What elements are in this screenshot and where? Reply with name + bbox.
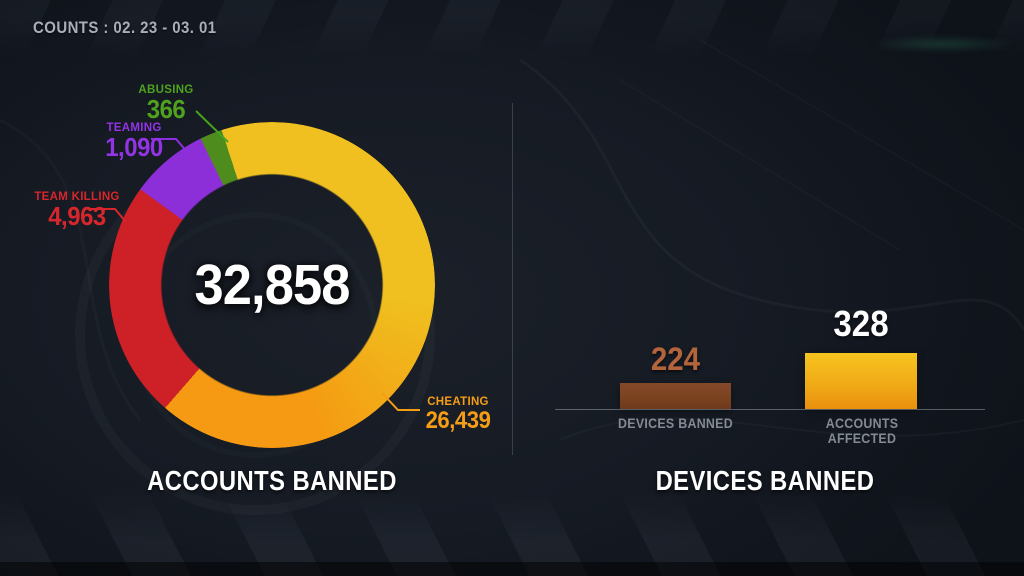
accounts-affected-bar — [805, 353, 917, 409]
abusing-label: ABUSING — [138, 84, 194, 96]
green-glow-accent — [868, 36, 1018, 52]
cheating-label: CHEATING — [427, 396, 489, 408]
devices-banned-bar — [620, 383, 731, 409]
bottom-edge-shadow — [0, 562, 1024, 576]
hazard-stripes-bottom — [0, 488, 1024, 576]
accounts-banned-title: ACCOUNTS BANNED — [147, 465, 397, 496]
devices-banned-title: DEVICES BANNED — [655, 465, 875, 496]
date-range-label: COUNTS : 02. 23 - 03. 01 — [33, 18, 217, 37]
accounts-banned-donut-chart — [109, 122, 435, 448]
teaming-label: TEAMING — [106, 122, 162, 134]
panel-divider — [512, 103, 513, 455]
donut-total-value: 32,858 — [194, 253, 351, 317]
callout-cheating: CHEATING 26,439 — [417, 396, 499, 433]
team-killing-label: TEAM KILLING — [34, 191, 120, 203]
bar-chart-baseline — [555, 409, 985, 410]
callout-teaming: TEAMING 1,090 — [94, 122, 174, 161]
abusing-value: 366 — [146, 94, 186, 125]
hazard-stripes-top — [0, 0, 1024, 60]
accounts-affected-bar-value: 328 — [833, 303, 889, 344]
cheating-value: 26,439 — [425, 407, 491, 435]
callout-team-killing: TEAM KILLING 4,963 — [27, 191, 127, 230]
teaming-value: 1,090 — [105, 132, 163, 163]
callout-abusing: ABUSING 366 — [126, 84, 206, 123]
devices-banned-bar-value: 224 — [650, 341, 701, 377]
accounts-affected-bar-label: ACCOUNTS AFFECTED — [825, 416, 899, 446]
team-killing-value: 4,963 — [48, 201, 106, 232]
devices-banned-bar-label: DEVICES BANNED — [618, 416, 733, 431]
